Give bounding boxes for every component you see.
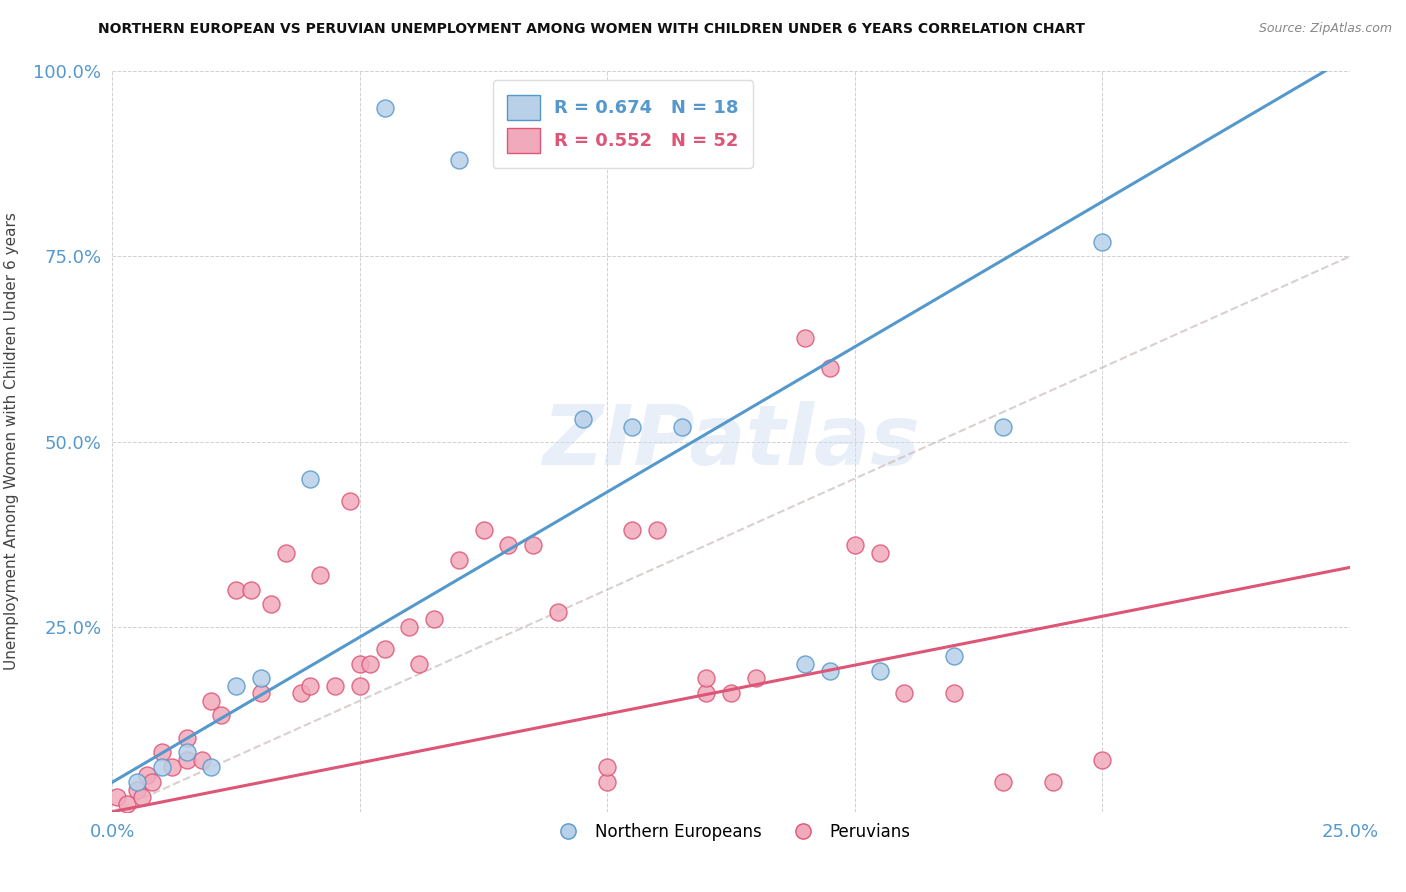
Point — [374, 102, 396, 116]
Point — [141, 775, 163, 789]
Point — [339, 493, 361, 508]
Point — [200, 760, 222, 774]
Point — [131, 789, 153, 804]
Point — [299, 679, 322, 693]
Point — [720, 686, 742, 700]
Point — [1091, 235, 1114, 249]
Point — [250, 672, 273, 686]
Point — [209, 708, 232, 723]
Point — [127, 782, 149, 797]
Point — [176, 746, 198, 760]
Point — [250, 686, 273, 700]
Point — [498, 538, 520, 552]
Point — [993, 419, 1015, 434]
Point — [447, 153, 470, 168]
Point — [942, 686, 965, 700]
Point — [150, 760, 173, 774]
Point — [596, 775, 619, 789]
Point — [621, 419, 644, 434]
Point — [260, 598, 283, 612]
Text: ZIPatlas: ZIPatlas — [543, 401, 920, 482]
Point — [472, 524, 495, 538]
Point — [374, 641, 396, 656]
Text: NORTHERN EUROPEAN VS PERUVIAN UNEMPLOYMENT AMONG WOMEN WITH CHILDREN UNDER 6 YEA: NORTHERN EUROPEAN VS PERUVIAN UNEMPLOYME… — [98, 22, 1085, 37]
Point — [621, 524, 644, 538]
Point — [671, 419, 693, 434]
Point — [309, 567, 332, 582]
Point — [818, 360, 841, 375]
Point — [176, 753, 198, 767]
Point — [645, 524, 668, 538]
Point — [942, 649, 965, 664]
Point — [893, 686, 915, 700]
Point — [150, 746, 173, 760]
Point — [844, 538, 866, 552]
Point — [160, 760, 183, 774]
Point — [107, 789, 129, 804]
Point — [190, 753, 212, 767]
Point — [398, 619, 420, 633]
Point — [117, 797, 139, 812]
Point — [349, 657, 371, 671]
Point — [127, 775, 149, 789]
Point — [869, 546, 891, 560]
Point — [447, 553, 470, 567]
Y-axis label: Unemployment Among Women with Children Under 6 years: Unemployment Among Women with Children U… — [4, 212, 20, 671]
Point — [695, 686, 717, 700]
Legend: Northern Europeans, Peruvians: Northern Europeans, Peruvians — [544, 816, 918, 847]
Point — [745, 672, 768, 686]
Point — [993, 775, 1015, 789]
Point — [299, 472, 322, 486]
Point — [290, 686, 312, 700]
Point — [225, 582, 247, 597]
Point — [1042, 775, 1064, 789]
Point — [1091, 753, 1114, 767]
Point — [240, 582, 263, 597]
Point — [695, 672, 717, 686]
Point — [200, 694, 222, 708]
Point — [794, 657, 817, 671]
Point — [323, 679, 346, 693]
Point — [547, 605, 569, 619]
Point — [522, 538, 544, 552]
Text: Source: ZipAtlas.com: Source: ZipAtlas.com — [1258, 22, 1392, 36]
Point — [596, 760, 619, 774]
Point — [571, 412, 593, 426]
Point — [136, 767, 159, 781]
Point — [349, 679, 371, 693]
Point — [359, 657, 381, 671]
Point — [225, 679, 247, 693]
Point — [274, 546, 297, 560]
Point — [423, 612, 446, 626]
Point — [869, 664, 891, 678]
Point — [794, 331, 817, 345]
Point — [176, 731, 198, 745]
Point — [408, 657, 430, 671]
Point — [818, 664, 841, 678]
